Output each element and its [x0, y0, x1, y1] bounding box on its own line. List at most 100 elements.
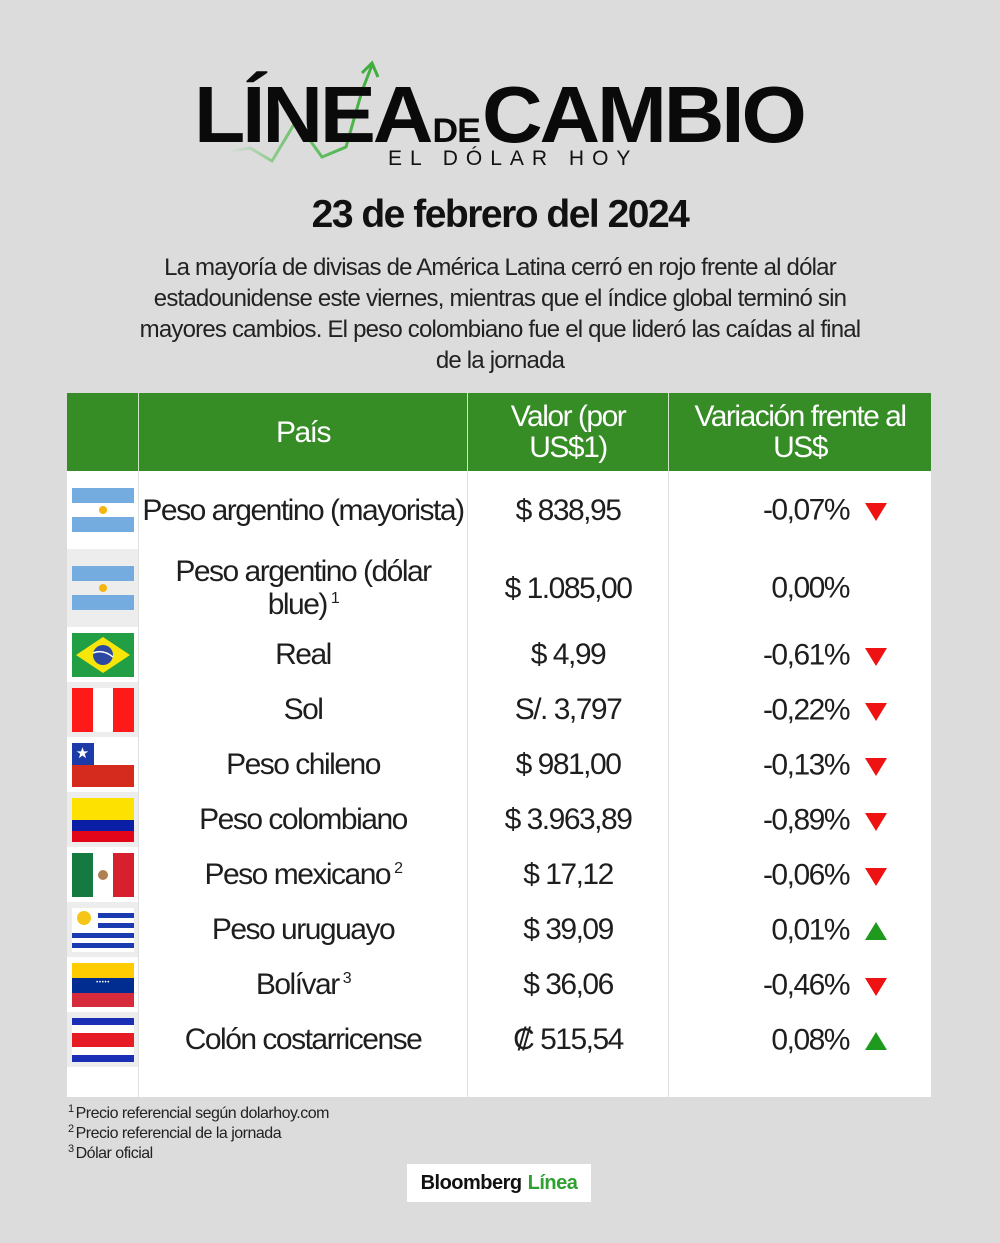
logo-word-linea: LÍNEA: [194, 70, 433, 159]
brand-bloomberg: Bloomberg: [420, 1171, 523, 1194]
table-row: Real $ 4,99 -0,61%: [67, 627, 931, 682]
logo-title: LÍNEADECAMBIO: [194, 75, 807, 155]
rate-value: $ 838,95: [515, 493, 622, 527]
country-name: Peso chileno: [226, 748, 381, 781]
flag-cell: [67, 549, 138, 627]
rate-value: S/. 3,797: [514, 693, 623, 726]
exchange-rate-table: País Valor (por US$1) Variación frente a…: [67, 393, 931, 1097]
variation-value: -0,06%: [762, 858, 851, 891]
brand-linea: Línea: [527, 1171, 578, 1194]
mexico-flag-icon: [71, 852, 134, 897]
flag-cell: [67, 682, 138, 737]
logo: LÍNEADECAMBIO EL DÓLAR HOY: [190, 55, 850, 175]
rate-value: $ 1.085,00: [504, 571, 633, 605]
variation-value: 0,01%: [771, 913, 850, 946]
country-name: Sol: [283, 693, 324, 726]
country-name: Colón costarricense: [184, 1023, 423, 1056]
logo-subtitle: EL DÓLAR HOY: [388, 147, 639, 170]
divider: [138, 471, 139, 1097]
up-arrow-icon: [865, 1031, 887, 1050]
country-name: Peso mexicano 2: [204, 858, 403, 891]
column-header-variation: Variación frente al US$: [694, 400, 907, 464]
venezuela-flag-icon: • • • • •: [71, 962, 134, 1007]
divider: [467, 471, 468, 1097]
intro-text: La mayoría de divisas de América Latina …: [139, 254, 861, 374]
flag-cell: • • • • •: [67, 957, 138, 1012]
down-arrow-icon: [865, 977, 887, 996]
flag-cell: [67, 471, 138, 549]
empty-cell: [67, 1067, 138, 1097]
footnote-3: 3 Dólar oficial: [68, 1142, 153, 1162]
variation-cell: -0,89%: [669, 792, 931, 847]
down-arrow-icon: [865, 702, 887, 721]
variation-cell: 0,01%: [669, 902, 931, 957]
table-row: • • • • • Bolívar 3 $ 36,06 -0,46%: [67, 957, 931, 1012]
footnote-mark: 3: [342, 970, 352, 987]
table-row: Peso colombiano $ 3.963,89 -0,89%: [67, 792, 931, 847]
argentina-flag-icon: [71, 566, 134, 610]
table-row: ★ Peso chileno $ 981,00 -0,13%: [67, 737, 931, 792]
footnote-2: 2 Precio referencial de la jornada: [68, 1122, 282, 1142]
variation-value: -0,46%: [762, 968, 851, 1001]
peru-flag-icon: [71, 687, 134, 732]
bloomberg-linea-logo: Bloomberg Línea: [407, 1164, 591, 1202]
flag-cell: [67, 792, 138, 847]
table-row: Sol S/. 3,797 -0,22%: [67, 682, 931, 737]
table-row: Peso argentino (mayorista) $ 838,95 -0,0…: [67, 471, 931, 549]
variation-cell: -0,07%: [669, 471, 931, 549]
page-date: 23 de febrero del 2024: [311, 193, 690, 236]
variation-value: 0,00%: [771, 571, 850, 605]
variation-value: -0,61%: [762, 638, 851, 671]
down-arrow-icon: [865, 757, 887, 776]
divider: [668, 471, 669, 1097]
variation-cell: -0,61%: [669, 627, 931, 682]
footnote-1: 1 Precio referencial según dolarhoy.com: [68, 1102, 329, 1122]
footnotes: 1 Precio referencial según dolarhoy.com 2…: [68, 1102, 329, 1164]
divider: [668, 393, 669, 471]
down-arrow-icon: [865, 503, 887, 521]
column-header-value: Valor (por US$1): [510, 400, 627, 464]
flag-cell: [67, 627, 138, 682]
costa-rica-flag-icon: [71, 1017, 134, 1062]
colombia-flag-icon: [71, 797, 134, 842]
country-name: Peso argentino (mayorista): [142, 493, 465, 527]
country-name: Peso argentino (dólar blue) 1: [175, 555, 432, 621]
flag-cell: [67, 902, 138, 957]
rate-value: $ 4,99: [530, 638, 607, 671]
up-arrow-icon: [865, 921, 887, 940]
rate-value: $ 36,06: [523, 968, 614, 1001]
brazil-flag-icon: [71, 632, 134, 677]
variation-cell: -0,13%: [669, 737, 931, 792]
down-arrow-icon: [865, 647, 887, 666]
down-arrow-icon: [865, 812, 887, 831]
uruguay-flag-icon: [71, 907, 134, 952]
rate-value: ₡ 515,54: [513, 1023, 624, 1056]
rate-value: $ 39,09: [523, 913, 614, 946]
chile-flag-icon: ★: [71, 742, 134, 787]
flag-cell: ★: [67, 737, 138, 792]
column-header-country: País: [275, 415, 332, 449]
variation-cell: 0,00%: [669, 549, 931, 627]
table-row: Peso argentino (dólar blue) 1 $ 1.085,00 …: [67, 549, 931, 627]
table-header: País Valor (por US$1) Variación frente a…: [67, 393, 931, 471]
variation-value: -0,89%: [762, 803, 851, 836]
footnote-mark: 1: [330, 590, 340, 607]
argentina-flag-icon: [71, 488, 134, 532]
table-row: Peso mexicano 2 $ 17,12 -0,06%: [67, 847, 931, 902]
rate-value: $ 17,12: [523, 858, 614, 891]
country-name: Peso colombiano: [199, 803, 408, 836]
divider: [138, 393, 139, 471]
logo-word-de: DE: [432, 112, 481, 150]
table-row: Peso uruguayo $ 39,09 0,01%: [67, 902, 931, 957]
flag-cell: [67, 847, 138, 902]
footnote-mark: 2: [394, 860, 403, 877]
variation-value: -0,13%: [762, 748, 851, 781]
rate-value: $ 3.963,89: [504, 803, 633, 836]
variation-value: -0,07%: [762, 493, 851, 527]
country-name: Peso uruguayo: [211, 913, 396, 946]
variation-cell: -0,06%: [669, 847, 931, 902]
table-row: Colón costarricense ₡ 515,54 0,08%: [67, 1012, 931, 1067]
column-header-flag: [67, 393, 138, 471]
variation-cell: -0,46%: [669, 957, 931, 1012]
variation-value: -0,22%: [762, 693, 851, 726]
